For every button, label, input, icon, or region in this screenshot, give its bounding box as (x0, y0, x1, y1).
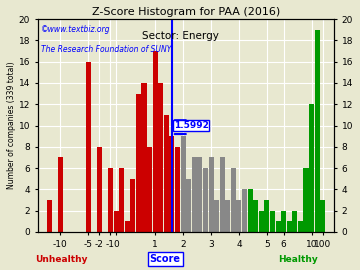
Bar (136, 94, 141, 232)
Bar (86, 62, 91, 232)
Text: ©www.textbiz.org: ©www.textbiz.org (41, 25, 110, 35)
Bar (147, 147, 152, 232)
Text: Sector: Energy: Sector: Energy (141, 31, 219, 41)
Bar (320, 200, 325, 232)
Bar (113, 211, 118, 232)
Bar (181, 136, 186, 232)
Bar (203, 168, 208, 232)
Bar (264, 200, 269, 232)
Text: 1.5992: 1.5992 (174, 121, 208, 130)
Bar (292, 211, 297, 232)
Bar (303, 168, 309, 232)
Bar (119, 168, 124, 232)
Bar (192, 157, 197, 232)
Bar (125, 221, 130, 232)
Bar (170, 136, 175, 232)
Bar (275, 221, 280, 232)
Bar (315, 30, 320, 232)
Bar (197, 157, 202, 232)
Bar (237, 200, 242, 232)
Bar (208, 157, 213, 232)
Bar (175, 147, 180, 232)
Bar (164, 115, 169, 232)
Bar (242, 189, 247, 232)
Y-axis label: Number of companies (339 total): Number of companies (339 total) (7, 62, 16, 189)
Bar (287, 221, 292, 232)
Bar (231, 168, 236, 232)
Bar (108, 168, 113, 232)
Bar (298, 221, 303, 232)
Text: Unhealthy: Unhealthy (35, 255, 88, 264)
Bar (214, 200, 219, 232)
Text: The Research Foundation of SUNY: The Research Foundation of SUNY (41, 45, 171, 54)
Bar (309, 104, 314, 232)
Bar (141, 83, 147, 232)
Bar (153, 51, 158, 232)
Bar (270, 211, 275, 232)
Bar (225, 200, 230, 232)
Bar (186, 179, 191, 232)
Bar (158, 83, 163, 232)
Title: Z-Score Histogram for PAA (2016): Z-Score Histogram for PAA (2016) (92, 7, 280, 17)
Text: Score: Score (150, 254, 181, 264)
Bar (97, 147, 102, 232)
Bar (130, 179, 135, 232)
Bar (58, 157, 63, 232)
Bar (259, 211, 264, 232)
Bar (281, 211, 286, 232)
Bar (220, 157, 225, 232)
Bar (248, 189, 253, 232)
Bar (46, 200, 51, 232)
Text: Healthy: Healthy (279, 255, 318, 264)
Bar (253, 200, 258, 232)
